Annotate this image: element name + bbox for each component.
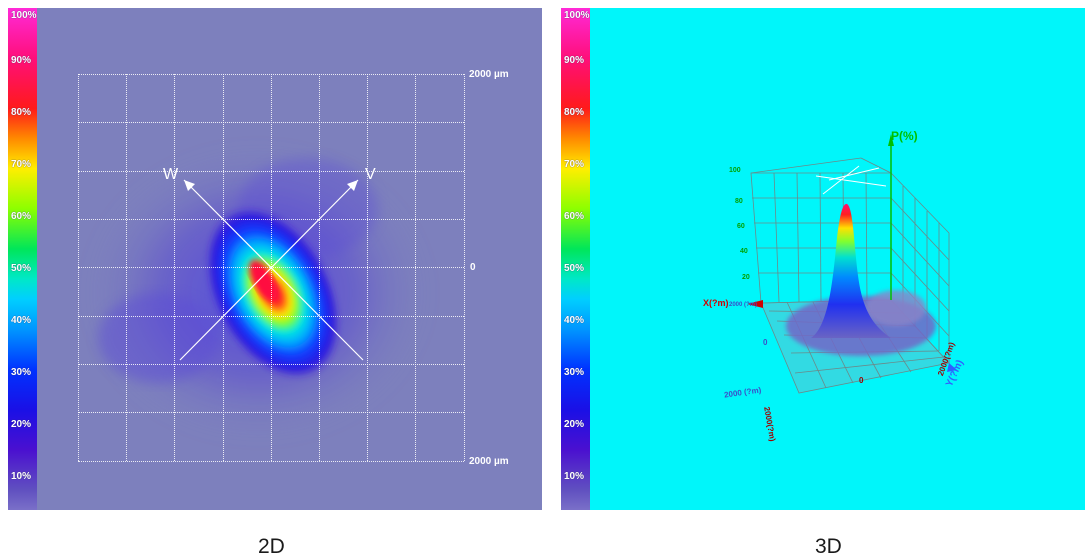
z-tick: 60 [737, 223, 745, 230]
surface-plot-3d [561, 8, 1085, 510]
beam-profile-2d-view[interactable]: 100% 90% 80% 70% 60% 50% 40% 30% 20% 10% [8, 8, 542, 510]
x-axis-zero-label: 0 [763, 338, 767, 347]
axis-label-bottom: 2000 µm [469, 456, 509, 467]
y-axis-zero-label: 0 [859, 376, 863, 385]
z-tick: 20 [742, 274, 750, 281]
axis-label-top: 2000 µm [469, 69, 509, 80]
v-axis-line [180, 180, 358, 360]
w-axis-label: W [163, 166, 178, 184]
z-tick: 100 [729, 167, 741, 174]
x-axis-label: X(?m) [703, 298, 729, 308]
caption-2d: 2D [258, 535, 285, 559]
v-axis-label: V [365, 166, 376, 184]
w-axis-line [184, 180, 363, 360]
axis-arrows [8, 8, 542, 510]
x-axis-far-label: 2000 (?m) [729, 302, 757, 308]
z-tick: 40 [740, 248, 748, 255]
beam-profile-3d-view[interactable]: 100% 90% 80% 70% 60% 50% 40% 30% 20% 10% [561, 8, 1085, 510]
back-wall-grid [751, 158, 891, 303]
axis-label-mid: 0 [470, 262, 476, 273]
caption-3d: 3D [815, 535, 842, 559]
z-axis-label: P(%) [891, 129, 918, 143]
orientation-arrows [816, 166, 886, 194]
z-tick: 80 [735, 198, 743, 205]
